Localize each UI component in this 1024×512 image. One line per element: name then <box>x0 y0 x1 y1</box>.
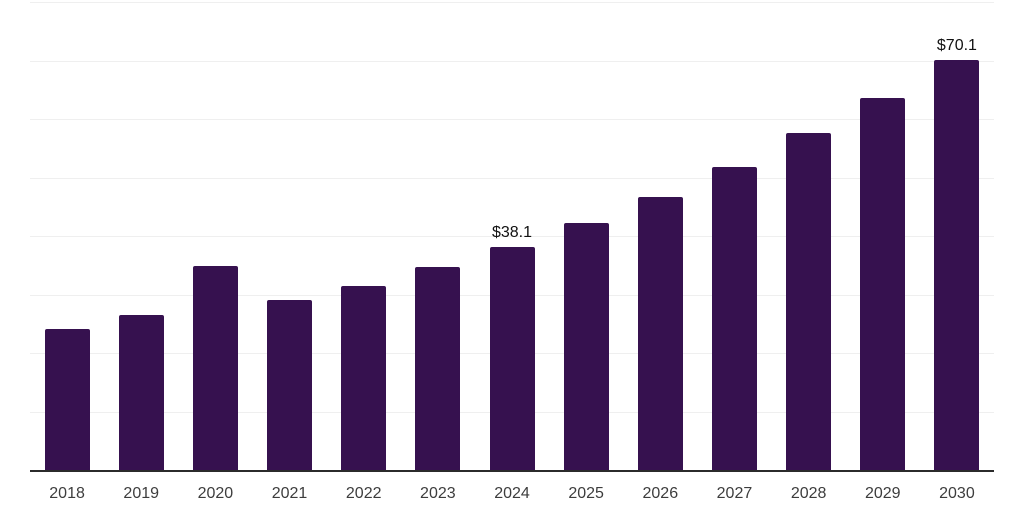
x-axis-labels: 2018 2019 2020 2021 2022 2023 2024 2025 2026 2027… <box>30 482 994 506</box>
bar-2022 <box>341 285 387 470</box>
value-label-2030: $70.1 <box>936 36 977 54</box>
x-tick-label-2021: 2021 <box>271 485 308 502</box>
x-tick-label-2023: 2023 <box>420 485 456 502</box>
bar-2027 <box>711 166 757 470</box>
gridline-y-40 <box>30 236 994 237</box>
gridline-y-80 <box>30 2 994 3</box>
bar-2029 <box>860 97 906 470</box>
gridline-y-50 <box>30 177 994 179</box>
x-tick-label-2026: 2026 <box>642 485 679 502</box>
gridline-y-70 <box>30 60 994 62</box>
x-tick-label-2028: 2028 <box>790 485 827 502</box>
x-tick-label-2020: 2020 <box>197 485 234 502</box>
x-tick-label-2029: 2029 <box>864 485 901 502</box>
x-tick-label-2018: 2018 <box>49 485 85 502</box>
bar-2030 <box>934 59 980 470</box>
bar-2028 <box>786 133 832 470</box>
bar-2018 <box>44 329 90 470</box>
x-tick-label-2027: 2027 <box>716 485 753 502</box>
x-tick-label-2022: 2022 <box>345 485 382 502</box>
x-tick-label-2019: 2019 <box>123 485 160 502</box>
gridline-y-60 <box>30 119 994 120</box>
bar-2026 <box>637 196 683 470</box>
bar-2020 <box>192 265 238 470</box>
plot-area: $38.1 $70.1 <box>30 2 994 472</box>
x-tick-label-2025: 2025 <box>568 485 604 502</box>
x-tick-label-2024: 2024 <box>494 485 530 502</box>
bar-2021 <box>267 299 313 470</box>
bar-2025 <box>563 223 609 470</box>
bar-2023 <box>415 267 461 470</box>
bar-2024 <box>489 247 535 470</box>
value-label-2024: $38.1 <box>491 224 533 242</box>
x-tick-label-2030: 2030 <box>939 485 975 502</box>
bar-2019 <box>118 314 164 470</box>
